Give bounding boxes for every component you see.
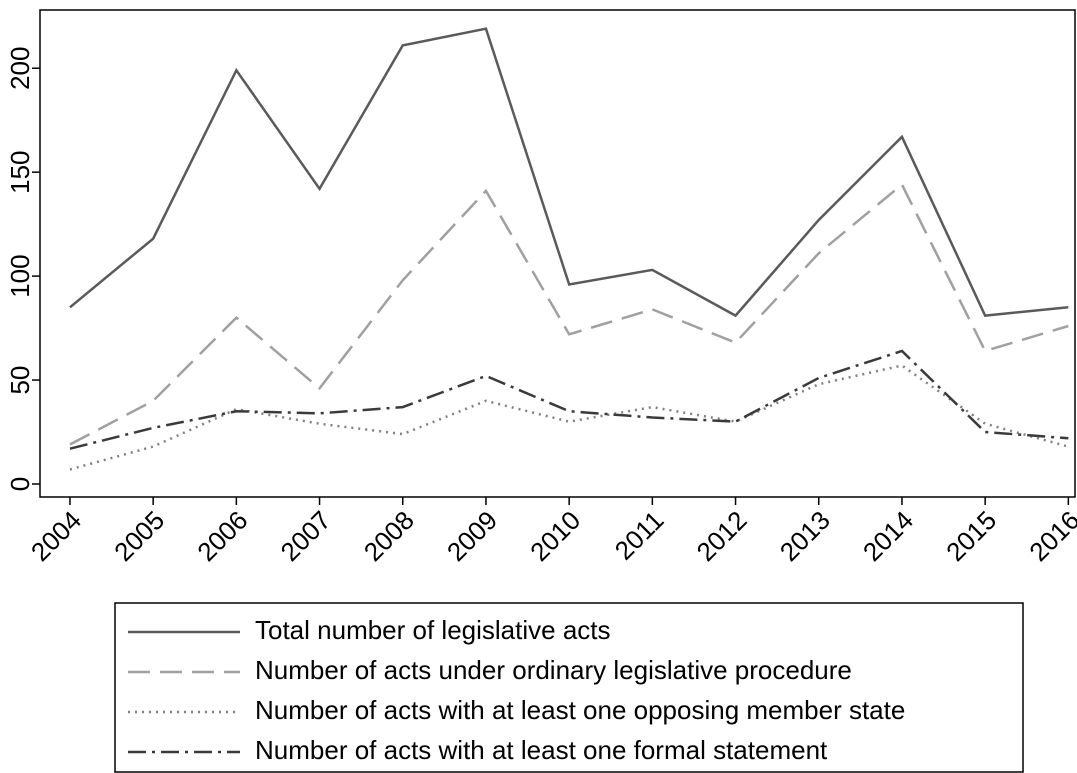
legend-label: Number of acts with at least one opposin… xyxy=(255,695,905,725)
x-tick-label: 2008 xyxy=(358,505,420,567)
series-line xyxy=(69,27,1069,318)
legend-label: Number of acts with at least one formal … xyxy=(255,735,828,765)
x-tick-label: 2011 xyxy=(609,505,670,566)
x-tick-label: 2012 xyxy=(691,505,753,567)
y-tick-label: 150 xyxy=(5,150,35,193)
x-tick-label: 2010 xyxy=(524,505,586,567)
x-tick-label: 2004 xyxy=(25,505,87,567)
series-line xyxy=(69,349,1069,450)
legend-box xyxy=(114,602,1024,773)
x-tick-label: 2015 xyxy=(940,505,1002,567)
y-tick-label: 200 xyxy=(5,47,35,90)
y-tick-label: 50 xyxy=(5,366,35,395)
plot-frame xyxy=(39,9,1076,498)
series-line xyxy=(69,182,1069,446)
x-tick-label: 2013 xyxy=(774,505,836,567)
x-tick-label: 2016 xyxy=(1023,505,1077,567)
y-tick-label: 100 xyxy=(5,254,35,297)
x-tick-label: 2009 xyxy=(441,505,503,567)
y-tick-label: 0 xyxy=(5,477,35,491)
legend-label: Number of acts under ordinary legislativ… xyxy=(255,655,852,685)
series-line xyxy=(69,364,1069,471)
x-tick-label: 2006 xyxy=(191,505,253,567)
legend-label: Total number of legislative acts xyxy=(255,615,611,645)
x-tick-label: 2005 xyxy=(108,505,170,567)
x-tick-label: 2007 xyxy=(275,505,337,567)
x-tick-label: 2014 xyxy=(857,505,919,567)
